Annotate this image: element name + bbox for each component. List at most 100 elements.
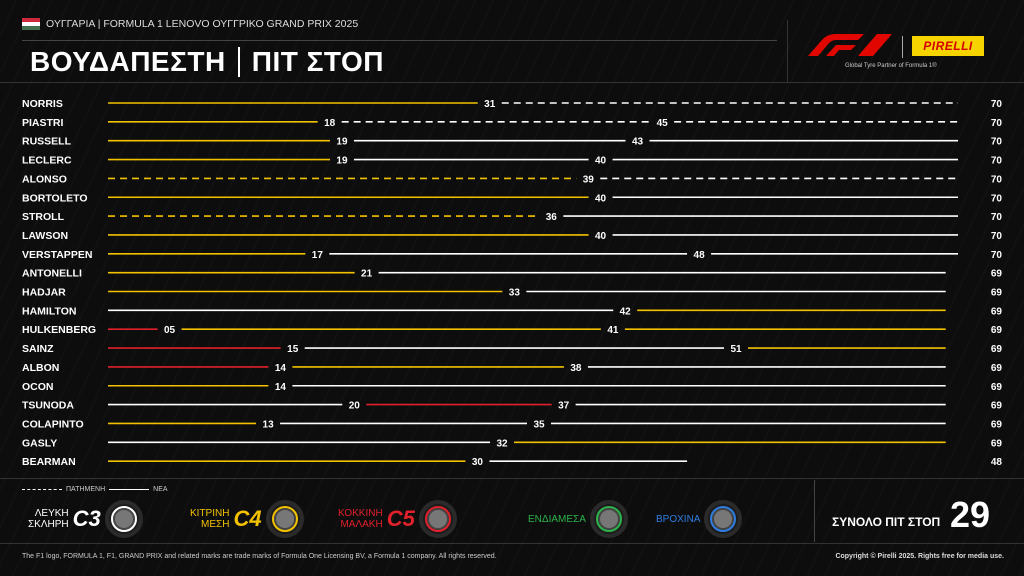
title-topic: ΠΙΤ ΣΤΟΠ (251, 46, 385, 77)
driver-row: LECLERC 19 40 70 (22, 155, 1002, 167)
lap-label: 37 (558, 401, 570, 412)
compound-code: C4 (233, 506, 262, 531)
lap-label: 70 (991, 250, 1003, 261)
driver-name: ALBON (22, 362, 59, 374)
driver-name: GASLY (22, 437, 57, 449)
lap-label: 20 (349, 401, 361, 412)
legend-used-label: ΠΑΤΗΜΕΝΗ (66, 486, 106, 493)
compound-name: ΒΡΟΧΙΝΑ (656, 513, 701, 525)
compound-type: ΜΕΣΗ (201, 519, 230, 530)
driver-row: NORRIS 31 70 (22, 98, 1002, 110)
lap-label: 40 (595, 156, 607, 167)
driver-row: COLAPINTO 13 35 69 (22, 418, 1002, 430)
driver-row: LAWSON 40 70 (22, 230, 1002, 242)
hungary-flag-icon (22, 18, 40, 30)
driver-row: BORTOLETO 40 70 (22, 192, 1002, 204)
lap-label: 17 (312, 250, 324, 261)
driver-row: ALBON 14 38 69 (22, 362, 1002, 374)
driver-row: STROLL 36 70 (22, 211, 1002, 223)
lap-label: 41 (607, 325, 619, 336)
lap-label: 69 (991, 269, 1003, 280)
lap-label: 19 (336, 156, 348, 167)
lap-label: 42 (620, 306, 632, 317)
lap-label: 36 (546, 212, 558, 223)
f1-logo-icon (808, 34, 892, 56)
driver-name: LECLERC (22, 155, 72, 167)
compound-name: ΚΙΤΡΙΝΗ (190, 508, 230, 519)
legend-compound-inter: ΕΝΔΙΑΜΕΣΑ (528, 500, 628, 538)
hard-tyre-icon (104, 500, 143, 538)
lap-label: 31 (484, 99, 496, 110)
lap-label: 48 (991, 457, 1003, 468)
driver-name: ALONSO (22, 173, 67, 185)
medium-tyre-icon (265, 500, 304, 538)
legend-new-label: ΝΕΑ (153, 486, 168, 493)
footer-copyright: Copyright © Pirelli 2025. Rights free fo… (835, 553, 1004, 560)
compound-name: ΚΟΚΚΙΝΗ (338, 508, 383, 519)
total-pit-stops-value: 29 (950, 494, 991, 535)
driver-name: LAWSON (22, 230, 68, 242)
lap-label: 70 (991, 156, 1003, 167)
lap-label: 40 (595, 231, 607, 242)
lap-label: 14 (275, 363, 287, 374)
lap-label: 19 (336, 137, 348, 148)
compound-name: ΛΕΥΚΗ (34, 508, 69, 519)
lap-label: 51 (730, 344, 742, 355)
legend-new-line (109, 489, 150, 490)
legend-compound-medium: ΚΙΤΡΙΝΗ ΜΕΣΗ C4 (190, 500, 304, 538)
divider (0, 82, 1024, 83)
legend-tyre-state: ΠΑΤΗΜΕΝΗ ΝΕΑ (22, 486, 168, 493)
intermediate-tyre-icon (589, 500, 628, 538)
divider (902, 36, 903, 58)
driver-name: HAMILTON (22, 305, 76, 317)
driver-row: VERSTAPPEN 17 48 70 (22, 249, 1002, 261)
driver-name: NORRIS (22, 98, 63, 110)
lap-label: 69 (991, 288, 1003, 299)
lap-label: 69 (991, 325, 1003, 336)
divider (22, 40, 777, 41)
driver-row: ALONSO 39 70 (22, 173, 1002, 185)
driver-name: STROLL (22, 211, 65, 223)
lap-label: 05 (164, 325, 176, 336)
driver-row: GASLY 32 69 (22, 437, 1002, 449)
driver-name: SAINZ (22, 343, 54, 355)
compound-type: ΣΚΛΗΡΗ (28, 519, 69, 530)
driver-name: OCON (22, 381, 54, 393)
lap-label: 48 (694, 250, 706, 261)
compound-code: C5 (386, 506, 415, 531)
driver-name: BORTOLETO (22, 192, 88, 204)
driver-row: SAINZ 15 51 69 (22, 343, 1002, 355)
pirelli-tagline: Global Tyre Partner of Formula 1® (845, 63, 937, 69)
compound-code: C3 (72, 506, 101, 531)
compound-type: ΜΑΛΑΚΗ (340, 519, 383, 530)
lap-label: 69 (991, 306, 1003, 317)
pirelli-logo: PIRELLI (912, 36, 984, 56)
lap-label: 69 (991, 363, 1003, 374)
wet-tyre-icon (704, 500, 743, 538)
lap-label: 70 (991, 231, 1003, 242)
lap-label: 69 (991, 438, 1003, 449)
driver-row: RUSSELL 19 43 70 (22, 136, 1002, 148)
lap-label: 70 (991, 118, 1003, 129)
driver-row: HADJAR 33 69 (22, 287, 1002, 299)
lap-label: 32 (496, 438, 508, 449)
lap-label: 69 (991, 344, 1003, 355)
driver-name: COLAPINTO (22, 418, 84, 430)
lap-label: 70 (991, 174, 1003, 185)
legend-used-line (22, 489, 62, 490)
divider (0, 543, 1024, 544)
lap-label: 18 (324, 118, 336, 129)
lap-label: 30 (472, 457, 484, 468)
page-title: ΒΟΥΔΑΠΕΣΤΗ ΠΙΤ ΣΤΟΠ (30, 46, 384, 78)
divider (787, 20, 788, 82)
driver-name: TSUNODA (22, 400, 74, 412)
lap-label: 13 (263, 419, 275, 430)
lap-label: 35 (533, 419, 545, 430)
lap-label: 70 (991, 99, 1003, 110)
lap-label: 69 (991, 419, 1003, 430)
driver-row: HAMILTON 42 69 (22, 305, 1002, 317)
driver-name: HADJAR (22, 287, 66, 299)
legend-compound-soft: ΚΟΚΚΙΝΗ ΜΑΛΑΚΗ C5 (338, 500, 457, 538)
